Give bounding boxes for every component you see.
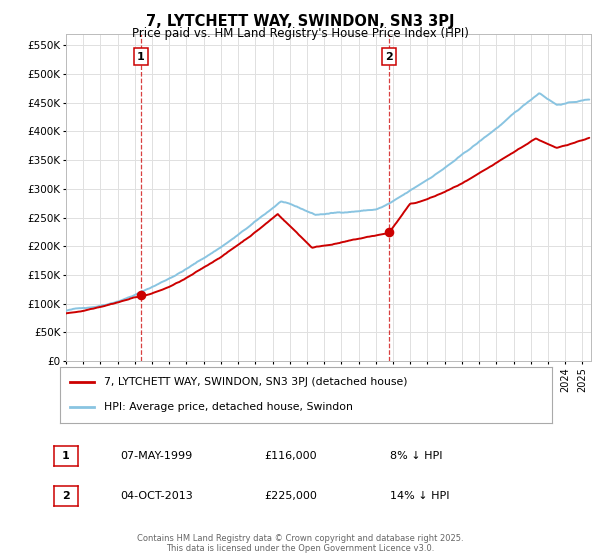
Text: 07-MAY-1999: 07-MAY-1999 [120,451,192,461]
Text: 04-OCT-2013: 04-OCT-2013 [120,491,193,501]
Text: 1: 1 [62,451,70,461]
Text: £116,000: £116,000 [264,451,317,461]
Text: 7, LYTCHETT WAY, SWINDON, SN3 3PJ (detached house): 7, LYTCHETT WAY, SWINDON, SN3 3PJ (detac… [104,377,408,388]
Text: 7, LYTCHETT WAY, SWINDON, SN3 3PJ: 7, LYTCHETT WAY, SWINDON, SN3 3PJ [146,14,454,29]
Point [136,290,146,299]
Text: 8% ↓ HPI: 8% ↓ HPI [390,451,443,461]
Text: £225,000: £225,000 [264,491,317,501]
Text: 14% ↓ HPI: 14% ↓ HPI [390,491,449,501]
Point [384,227,394,236]
Text: 2: 2 [62,491,70,501]
Text: Contains HM Land Registry data © Crown copyright and database right 2025.
This d: Contains HM Land Registry data © Crown c… [137,534,463,553]
Text: 2: 2 [385,52,392,62]
Text: 1: 1 [137,52,145,62]
Text: Price paid vs. HM Land Registry's House Price Index (HPI): Price paid vs. HM Land Registry's House … [131,27,469,40]
Text: HPI: Average price, detached house, Swindon: HPI: Average price, detached house, Swin… [104,402,353,412]
